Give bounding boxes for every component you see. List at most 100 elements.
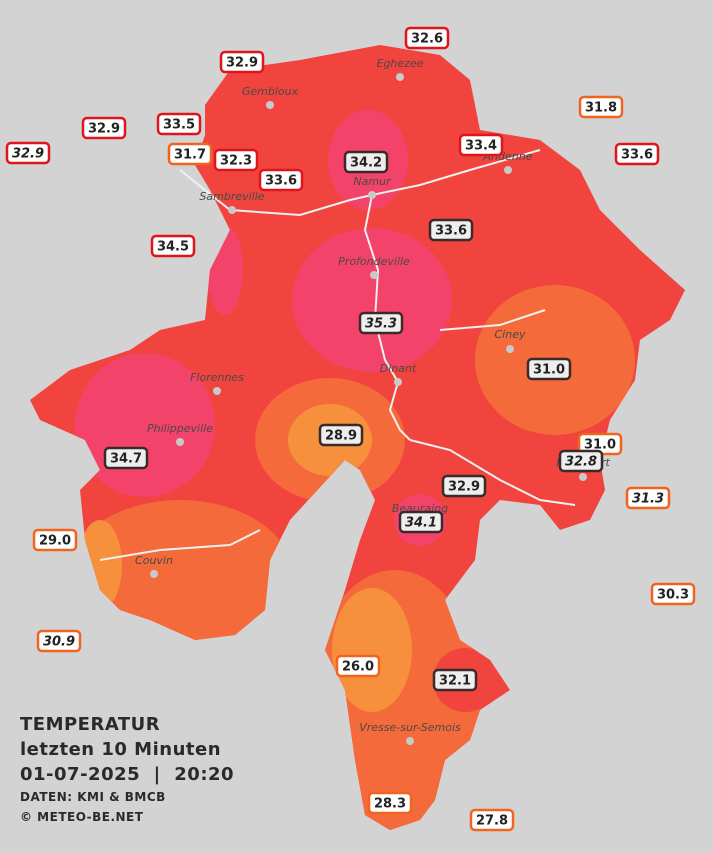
place-dot <box>266 101 274 109</box>
station: 29.0 <box>32 528 78 552</box>
station-value: 34.5 <box>157 240 189 255</box>
station-box <box>398 510 444 534</box>
station-box <box>614 142 660 166</box>
station-value: 34.2 <box>350 156 382 171</box>
station-value: 32.9 <box>12 147 44 162</box>
station-box <box>5 141 51 165</box>
station-value: 30.3 <box>657 588 689 603</box>
place-name: Namur <box>353 175 392 188</box>
station-box <box>625 486 671 510</box>
station-value: 32.3 <box>220 154 252 169</box>
legend: TEMPERATUR letzten 10 Minuten 01-07-2025… <box>20 712 234 827</box>
title-line: 01-07-2025 | 20:20 <box>20 764 235 785</box>
station-value: 28.3 <box>374 797 406 812</box>
station-box <box>156 112 202 136</box>
station: 28.9 <box>318 423 364 447</box>
station: 32.9 <box>219 50 265 74</box>
station-value: 33.6 <box>435 224 467 239</box>
station-value: 32.9 <box>88 122 120 137</box>
place-dot <box>406 737 414 745</box>
station-box <box>558 449 604 473</box>
station-value: 31.0 <box>584 438 616 453</box>
station-box <box>404 26 450 50</box>
place-dot <box>504 166 512 174</box>
place-dot <box>228 206 236 214</box>
station: 34.1 <box>398 510 444 534</box>
place-name: Florennes <box>190 371 244 384</box>
station: 32.8 <box>558 449 604 473</box>
station: 32.6 <box>404 26 450 50</box>
station-value: 31.8 <box>585 101 617 116</box>
place-name: Sambreville <box>199 190 264 203</box>
station-value: 33.6 <box>621 148 653 163</box>
station: 34.7 <box>103 446 149 470</box>
place-dot <box>396 73 404 81</box>
station-value: 29.0 <box>39 534 71 549</box>
source: DATEN: KMI & BMCB <box>20 790 166 804</box>
station-value: 31.3 <box>632 492 664 507</box>
station-box <box>219 50 265 74</box>
station-value: 31.7 <box>174 148 206 163</box>
station: 31.0 <box>526 357 572 381</box>
station: 31.8 <box>578 95 624 119</box>
station-box <box>650 582 696 606</box>
station: 33.6 <box>614 142 660 166</box>
place-name: Gembloux <box>242 85 299 98</box>
title-line: TEMPERATUR <box>20 714 161 735</box>
station: 26.0 <box>335 654 381 678</box>
station-box <box>335 654 381 678</box>
station: 32.9 <box>441 474 487 498</box>
station: 34.2 <box>343 150 389 174</box>
place-dot <box>368 191 376 199</box>
station: 30.3 <box>650 582 696 606</box>
station-value: 33.5 <box>163 118 195 133</box>
station-value: 28.9 <box>325 429 357 444</box>
station-box <box>343 150 389 174</box>
station-box <box>458 133 504 157</box>
station-value: 33.6 <box>265 174 297 189</box>
title-line: letzten 10 Minuten <box>20 739 222 760</box>
station-box <box>432 668 478 692</box>
station: 35.3 <box>358 311 404 335</box>
station-value: 32.9 <box>448 480 480 495</box>
place-name: Profondeville <box>338 255 410 268</box>
station-value: 34.1 <box>405 516 437 531</box>
station-box <box>32 528 78 552</box>
place-name: Eghezee <box>377 57 424 70</box>
station-value: 32.6 <box>411 32 443 47</box>
place-dot <box>370 271 378 279</box>
rivers <box>99 149 576 561</box>
station: 32.3 <box>213 148 259 172</box>
place-dot <box>394 378 402 386</box>
station: 31.3 <box>625 486 671 510</box>
place-dot <box>506 345 514 353</box>
station-value: 33.4 <box>465 139 497 154</box>
station: 30.9 <box>36 629 82 653</box>
station-value: 27.8 <box>476 814 508 829</box>
place-dot <box>176 438 184 446</box>
station-box <box>428 218 474 242</box>
station-value: 32.8 <box>565 455 597 470</box>
station-box <box>103 446 149 470</box>
station: 33.4 <box>458 133 504 157</box>
station-box <box>150 234 196 258</box>
station: 27.8 <box>469 808 515 832</box>
station: 31.7 <box>167 142 213 166</box>
place-name: Vresse-sur-Semois <box>359 721 461 734</box>
station-value: 32.1 <box>439 674 471 689</box>
copyright: © METEO-BE.NET <box>20 810 144 824</box>
place-name: Ciney <box>495 328 526 341</box>
place-dot <box>579 473 587 481</box>
station-value: 35.3 <box>365 317 397 332</box>
station-value: 32.9 <box>226 56 258 71</box>
station-box <box>358 311 404 335</box>
station: 32.9 <box>81 116 127 140</box>
station-box <box>526 357 572 381</box>
place-name: Couvin <box>135 554 173 567</box>
place-name: Dinant <box>380 362 417 375</box>
station: 33.5 <box>156 112 202 136</box>
station: 34.5 <box>150 234 196 258</box>
station-box <box>441 474 487 498</box>
